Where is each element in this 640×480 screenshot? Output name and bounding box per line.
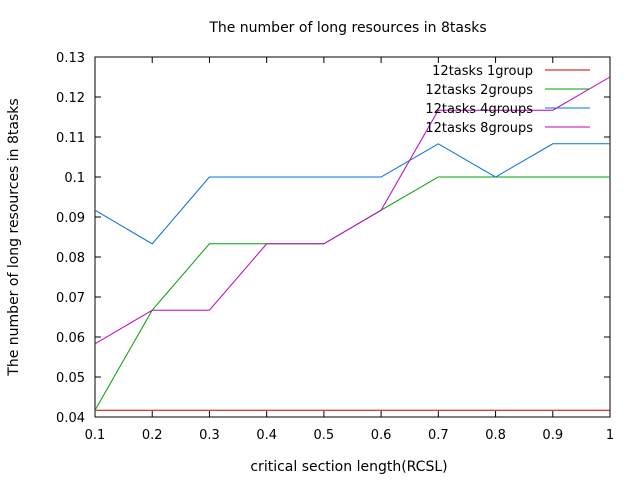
x-tick-label: 0.5 [314,428,335,443]
y-tick-label: 0.1 [64,171,85,186]
legend-label: 12tasks 2groups [425,83,533,98]
series-lines [94,76,611,411]
x-tick-label: 0.6 [371,428,392,443]
x-tick-label: 0.7 [428,428,449,443]
y-tick-label: 0.13 [56,51,85,66]
x-axis-label: critical section length(RCSL) [250,459,447,475]
y-axis-label: The number of long resources in 8tasks [6,98,22,376]
x-tick-label: 0.1 [85,428,106,443]
chart-title: The number of long resources in 8tasks [208,20,486,36]
series-line-2 [94,176,610,411]
x-tick-label: 0.2 [142,428,163,443]
y-tick-label: 0.06 [56,331,85,346]
x-tick-label: 0.8 [485,428,506,443]
x-tick-label: 0.4 [256,428,277,443]
y-tick-label: 0.12 [56,91,85,106]
x-tick-label: 0.9 [542,428,563,443]
legend-label: 12tasks 4groups [425,102,533,117]
series-line-4 [94,76,611,345]
y-tick-label: 0.11 [56,131,85,146]
x-tick-label: 0.3 [199,428,220,443]
legend-label: 12tasks 8groups [425,121,533,136]
y-tick-label: 0.05 [56,371,85,386]
y-tick-label: 0.04 [56,411,85,426]
legend-label: 12tasks 1group [432,64,533,79]
x-tick-label: 1 [606,428,614,443]
y-tick-label: 0.09 [56,211,85,226]
series-line-3 [94,143,610,245]
y-tick-label: 0.07 [56,291,85,306]
axis-ticks: 0.040.050.060.070.080.090.10.110.120.130… [56,51,614,443]
plot-frame [94,56,611,418]
legend: 12tasks 1group 12tasks 2groups 12tasks 4gr… [425,64,590,136]
y-tick-label: 0.08 [56,251,85,266]
